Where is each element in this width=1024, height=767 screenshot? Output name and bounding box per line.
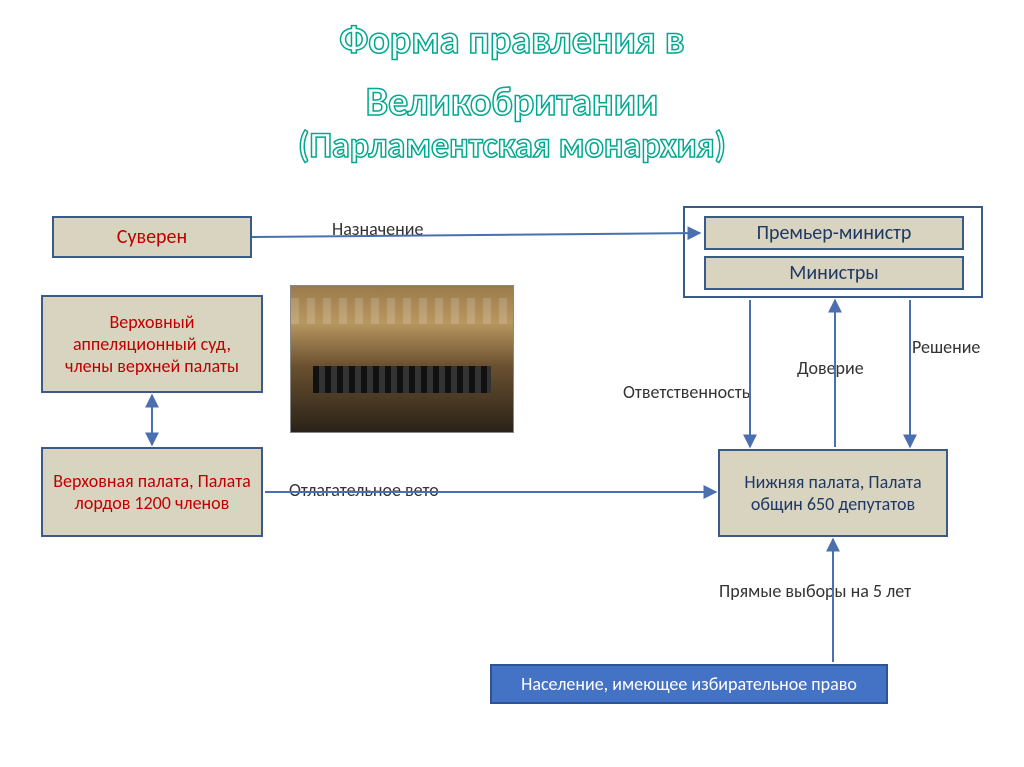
- box-sovereign: Суверен: [52, 216, 252, 258]
- box-pm: Премьер-министр: [704, 216, 964, 250]
- parliament-photo: [290, 285, 514, 433]
- ministers-label: Министры: [789, 261, 878, 285]
- box-lower-chamber: Нижняя палата, Палата общин 650 депутато…: [718, 449, 948, 537]
- label-responsibility: Ответственность: [623, 381, 750, 403]
- box-population: Население, имеющее избирательное право: [490, 664, 888, 704]
- upper-chamber-label: Верховная палата, Палата лордов 1200 чле…: [51, 470, 253, 514]
- label-decision: Решение: [912, 336, 980, 358]
- label-veto: Отлагательное вето: [289, 479, 439, 501]
- pm-label: Премьер-министр: [757, 221, 912, 245]
- box-ministers: Министры: [704, 256, 964, 290]
- sovereign-label: Суверен: [117, 225, 187, 249]
- title-line1: Форма правления в: [0, 0, 1024, 62]
- court-label: Верховный аппеляционный суд, члены верхн…: [51, 311, 253, 377]
- title-line2: Великобритании: [0, 62, 1024, 124]
- population-label: Население, имеющее избирательное право: [521, 673, 857, 695]
- lower-chamber-label: Нижняя палата, Палата общин 650 депутато…: [728, 471, 938, 515]
- label-elections: Прямые выборы на 5 лет: [719, 580, 911, 602]
- box-upper-chamber: Верховная палата, Палата лордов 1200 чле…: [41, 447, 263, 537]
- label-appointment: Назначение: [332, 218, 423, 240]
- box-court: Верховный аппеляционный суд, члены верхн…: [41, 295, 263, 393]
- title-sub: (Парламентская монархия): [0, 126, 1024, 166]
- label-trust: Доверие: [797, 357, 864, 379]
